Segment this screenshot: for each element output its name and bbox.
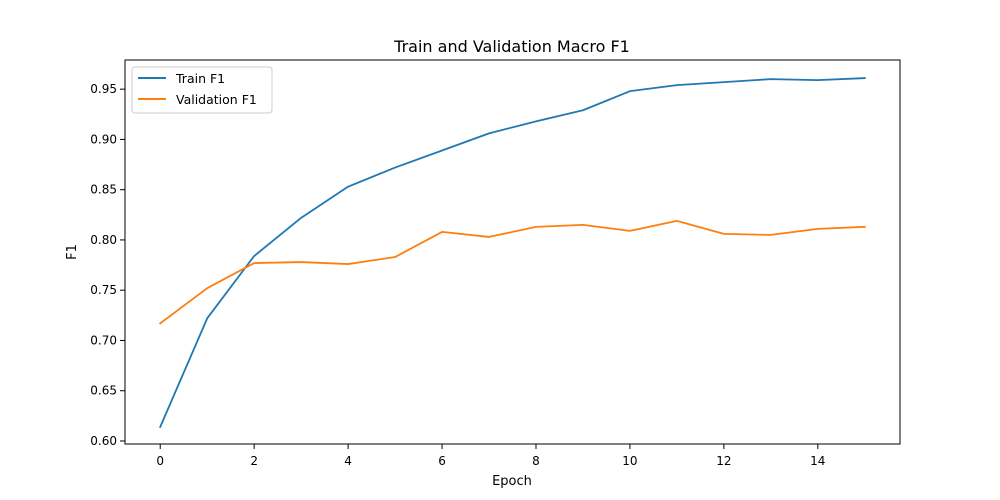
y-tick-label: 0.70 <box>90 333 117 347</box>
y-tick-label: 0.85 <box>90 183 117 197</box>
x-tick-label: 2 <box>250 454 258 468</box>
y-tick-label: 0.90 <box>90 132 117 146</box>
y-axis: 0.60 0.65 0.70 0.75 0.80 0.85 0.90 0.95 <box>90 82 125 448</box>
y-tick-label: 0.95 <box>90 82 117 96</box>
x-tick-label: 0 <box>156 454 164 468</box>
y-axis-label: F1 <box>65 244 80 260</box>
x-tick-label: 14 <box>810 454 825 468</box>
x-axis: 0 2 4 6 8 10 12 14 <box>156 444 825 468</box>
y-tick-label: 0.65 <box>90 384 117 398</box>
x-tick-label: 12 <box>716 454 731 468</box>
y-tick-label: 0.60 <box>90 434 117 448</box>
legend: Train F1 Validation F1 <box>131 66 273 114</box>
legend-label-train-f1: Train F1 <box>175 71 225 86</box>
series-layer <box>158 77 866 429</box>
x-axis-label: Epoch <box>492 474 532 489</box>
legend-box <box>131 66 273 114</box>
plot-area <box>125 60 900 444</box>
x-tick-label: 6 <box>438 454 446 468</box>
legend-label-validation-f1: Validation F1 <box>176 92 257 107</box>
x-tick-label: 10 <box>622 454 637 468</box>
chart-title: Train and Validation Macro F1 <box>393 37 630 56</box>
series-line-validation-f1 <box>158 219 866 325</box>
x-tick-label: 8 <box>532 454 540 468</box>
y-tick-label: 0.80 <box>90 233 117 247</box>
x-tick-label: 4 <box>344 454 352 468</box>
series-line-train-f1 <box>159 77 866 429</box>
plot-frame <box>124 59 901 445</box>
y-tick-label: 0.75 <box>90 283 117 297</box>
